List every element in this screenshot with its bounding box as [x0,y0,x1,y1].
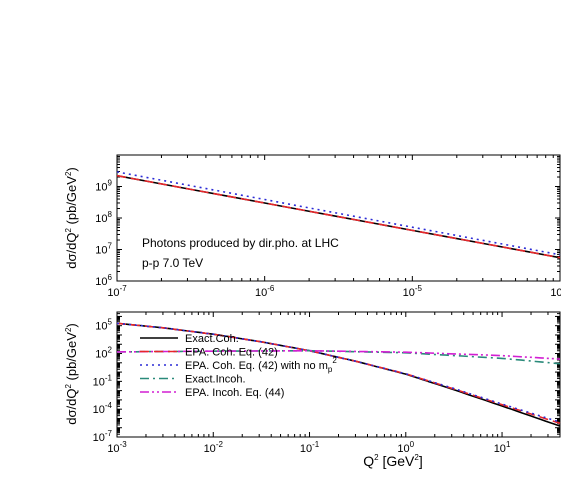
x-axis-label: Q2 [GeV2] [363,453,422,469]
x-tick-label: 10-6 [255,284,275,299]
bottom-y-axis-label: dσ/dQ2 (pb/GeV2) [64,323,79,425]
annotation-title: Photons produced by dir.pho. at LHC [142,236,339,250]
legend: Exact.Coh. EPA. Coh. Eq. (42)EPA. Coh. Eq… [140,333,337,399]
legend-label-5: EPA. Incoh. Eq. (44) [185,387,284,399]
legend-label-4: Exact.Incoh. [185,374,246,386]
series-line-1 [116,322,561,427]
top-curves [116,171,561,259]
series-line-3 [116,322,561,423]
top-panel: 10-7 10-6 10-5 10-4 106 107 108 109 Photons pro… [64,154,561,299]
x-tick-label: 10-5 [403,284,423,299]
bottom-curves [116,322,561,427]
y-tick-label: 10-7 [93,429,113,444]
x-tick-label: 10-2 [204,440,224,455]
x-tick-label: 10-4 [550,284,561,299]
top-y-axis-label: dσ/dQ2 (pb/GeV2) [64,167,79,269]
y-tick-label: 105 [95,318,112,333]
legend-label-3: EPA. Coh. Eq. (42) with no mp2 [185,356,337,374]
y-tick-label: 108 [95,210,112,225]
y-tick-label: 107 [95,242,112,257]
y-tick-label: 10-1 [93,373,113,388]
annotation-subtitle: p-p 7.0 TeV [142,256,203,270]
x-tick-label: 10-1 [300,440,320,455]
x-tick-label: 10-7 [107,284,127,299]
y-tick-label: 10-4 [93,401,113,416]
x-tick-label: 10-3 [107,440,127,455]
series-line-4 [116,349,561,365]
x-tick-label: 101 [494,440,511,455]
y-tick-label: 106 [95,273,112,288]
legend-label-1: Exact.Coh. [185,333,239,345]
series-line-2 [116,174,561,259]
legend-label-2: EPA. Coh. Eq. (42) [185,347,278,359]
y-tick-label: 102 [95,346,112,361]
top-axis-ticks: 10-7 10-6 10-5 10-4 106 107 108 109 [95,155,561,299]
y-tick-label: 109 [95,179,112,194]
series-line-2 [116,322,561,425]
